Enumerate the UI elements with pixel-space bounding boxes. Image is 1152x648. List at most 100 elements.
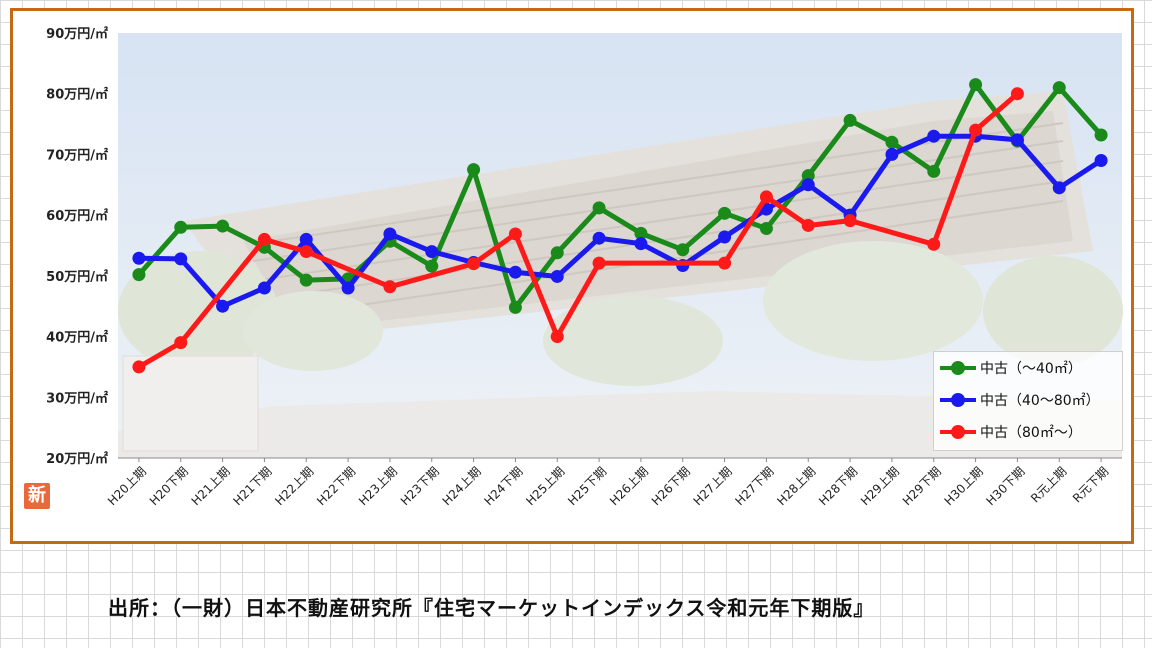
data-point — [425, 245, 439, 259]
x-tick-label: H29上期 — [858, 464, 902, 508]
line-chart: 20万円/㎡ 30万円/㎡ 40万円/㎡ 50万円/㎡ 60万円/㎡ 70万円/㎡ 80万円… — [46, 26, 1123, 508]
data-point — [550, 330, 564, 344]
x-tick-label: H21下期 — [230, 464, 274, 508]
data-point — [425, 259, 439, 273]
data-point — [592, 201, 606, 215]
data-point — [801, 218, 815, 232]
data-point — [299, 245, 313, 259]
data-point — [801, 169, 815, 183]
y-tick-label: 60万円/㎡ — [46, 208, 108, 224]
data-point — [1010, 133, 1024, 147]
data-point — [927, 164, 941, 178]
data-point — [550, 246, 564, 260]
data-point — [550, 269, 564, 283]
x-tick-label: H22上期 — [272, 464, 316, 508]
x-axis: H20上期H20下期H21上期H21下期H22上期H22下期H23上期H23下期… — [105, 457, 1122, 508]
data-point — [174, 336, 188, 350]
source-caption: 出所：（一財）日本不動産研究所『住宅マーケットインデックス令和元年下期版』 — [108, 596, 875, 620]
data-point — [1094, 154, 1108, 167]
data-point — [299, 273, 313, 287]
x-tick-label: H28上期 — [774, 464, 818, 508]
legend-marker-red — [951, 425, 965, 439]
y-tick-label: 50万円/㎡ — [46, 269, 108, 285]
data-point — [508, 300, 522, 314]
y-tick-label: 70万円/㎡ — [46, 147, 108, 163]
data-point — [634, 237, 648, 251]
data-point — [634, 226, 648, 240]
data-point — [1052, 81, 1066, 95]
x-tick-label: H23上期 — [356, 464, 400, 508]
x-tick-label: H24下期 — [481, 464, 525, 508]
x-tick-label: H20上期 — [105, 464, 149, 508]
x-tick-label: H26下期 — [649, 464, 693, 508]
y-tick-label: 40万円/㎡ — [46, 330, 108, 346]
x-tick-label: H25下期 — [565, 464, 609, 508]
data-point — [383, 227, 397, 241]
series-line — [137, 82, 1103, 310]
x-tick-label: R元下期 — [1070, 464, 1111, 505]
data-point — [467, 163, 481, 177]
x-tick-label: R元上期 — [1028, 464, 1069, 505]
data-point — [885, 135, 899, 149]
x-tick-label: H25上期 — [523, 464, 567, 508]
x-tick-label: H27上期 — [691, 464, 735, 508]
data-point — [801, 178, 815, 192]
data-point — [467, 257, 481, 271]
x-tick-label: H30下期 — [983, 464, 1027, 508]
x-tick-label: H21上期 — [189, 464, 233, 508]
data-point — [718, 256, 732, 270]
y-tick-label: 20万円/㎡ — [46, 451, 108, 467]
x-tick-label: H20下期 — [147, 464, 191, 508]
x-tick-label: H28下期 — [816, 464, 860, 508]
data-point — [1052, 181, 1066, 195]
x-tick-label: H22下期 — [314, 464, 358, 508]
data-point — [843, 214, 857, 228]
data-point — [257, 281, 271, 295]
series-layer — [132, 78, 1108, 374]
x-tick-label: H24上期 — [440, 464, 484, 508]
series-2 — [132, 87, 1024, 374]
x-tick-label: H29下期 — [900, 464, 944, 508]
data-point — [257, 232, 271, 246]
legend-label-small: 中古（～40㎡） — [980, 361, 1082, 377]
y-tick-label: 30万円/㎡ — [46, 390, 108, 406]
x-tick-label: H23下期 — [398, 464, 442, 508]
data-point — [592, 256, 606, 270]
data-point — [341, 281, 355, 295]
data-point — [718, 206, 732, 220]
background-photo — [118, 33, 1123, 458]
data-point — [383, 280, 397, 294]
data-point — [759, 222, 773, 235]
data-point — [885, 147, 899, 161]
data-point — [299, 232, 313, 246]
data-point — [676, 243, 690, 257]
data-point — [1094, 128, 1108, 142]
data-point — [927, 237, 941, 251]
y-tick-label: 80万円/㎡ — [46, 87, 108, 103]
y-tick-label: 90万円/㎡ — [46, 26, 108, 42]
data-point — [216, 299, 230, 313]
series-line — [137, 91, 1020, 370]
data-point — [132, 268, 146, 282]
x-tick-label: H30上期 — [942, 464, 986, 508]
data-point — [759, 190, 773, 204]
data-point — [592, 231, 606, 245]
data-point — [132, 360, 146, 374]
data-point — [1010, 87, 1024, 101]
y-axis: 20万円/㎡ 30万円/㎡ 40万円/㎡ 50万円/㎡ 60万円/㎡ 70万円/㎡ 80万円… — [46, 26, 108, 467]
data-point — [969, 78, 983, 92]
new-badge: 新 — [24, 483, 50, 509]
chart-frame: 20万円/㎡ 30万円/㎡ 40万円/㎡ 50万円/㎡ 60万円/㎡ 70万円/㎡ 80万円… — [10, 8, 1134, 544]
legend-label-large: 中古（80㎡～） — [980, 425, 1082, 441]
data-point — [927, 129, 941, 143]
data-point — [174, 252, 188, 266]
x-tick-label: H26上期 — [607, 464, 651, 508]
data-point — [216, 219, 230, 233]
data-point — [508, 227, 522, 241]
legend-marker-green — [951, 361, 965, 375]
data-point — [843, 113, 857, 127]
data-point — [718, 230, 732, 244]
data-point — [969, 123, 983, 137]
x-tick-label: H27下期 — [732, 464, 776, 508]
legend-marker-blue — [951, 393, 965, 407]
